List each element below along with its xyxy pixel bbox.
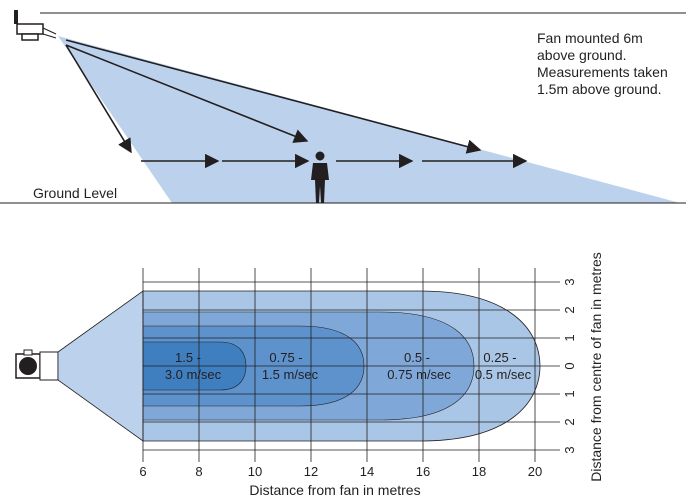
zone-4-label-line-1: 0.25 - [483, 350, 516, 365]
zone-1-label-line-2: 3.0 m/sec [165, 367, 222, 382]
mounted-fan-icon [14, 10, 57, 41]
y-tick: 1 [562, 390, 577, 397]
arrow-steep [65, 44, 132, 154]
note-line-1: Fan mounted 6m [537, 30, 643, 46]
x-tick: 20 [528, 464, 542, 479]
zone-1-label-line-1: 1.5 - [175, 350, 201, 365]
plan-grid [142, 268, 560, 462]
x-tick: 16 [416, 464, 430, 479]
y-tick: 1 [562, 334, 577, 341]
mounting-note: Fan mounted 6m above ground. Measurement… [537, 30, 672, 97]
arrow-shallow [65, 39, 482, 154]
fan-top-view-icon [15, 349, 59, 381]
zone-2-label-line-2: 1.5 m/sec [262, 367, 319, 382]
zone-2-label-line-1: 0.75 - [269, 350, 302, 365]
note-line-4: 1.5m above ground. [537, 81, 662, 97]
plan-view: 1.5 - 3.0 m/sec 0.75 - 1.5 m/sec 0.5 - 0… [15, 252, 604, 498]
y-tick: 3 [562, 278, 577, 285]
y-axis-label: Distance from centre of fan in metres [588, 252, 604, 482]
zone-3-label-line-1: 0.5 - [404, 350, 430, 365]
person-icon [311, 151, 329, 203]
x-tick: 12 [304, 464, 318, 479]
side-view: Fan mounted 6m above ground. Measurement… [0, 10, 686, 204]
y-tick: 2 [562, 418, 577, 425]
note-line-3: Measurements taken [537, 64, 668, 80]
plan-beam [57, 290, 144, 442]
x-tick: 8 [195, 464, 202, 479]
zone-4-label-line-2: 0.5 m/sec [475, 367, 532, 382]
arrow-mid [65, 44, 309, 143]
x-tick: 6 [139, 464, 146, 479]
y-tick: 0 [562, 362, 577, 369]
zone-3-label-line-2: 0.75 m/sec [387, 367, 451, 382]
x-axis-label: Distance from fan in metres [249, 482, 420, 498]
y-tick: 2 [562, 306, 577, 313]
airflow-arrows [65, 39, 528, 169]
y-tick-labels: 3 2 1 0 1 2 3 [562, 278, 577, 453]
y-tick: 3 [562, 446, 577, 453]
x-tick: 14 [360, 464, 374, 479]
note-line-2: above ground. [537, 47, 627, 63]
x-tick-labels: 6 8 10 12 14 16 18 20 [139, 464, 542, 479]
x-tick: 18 [472, 464, 486, 479]
zone-labels: 1.5 - 3.0 m/sec 0.75 - 1.5 m/sec 0.5 - 0… [165, 350, 532, 382]
x-tick: 10 [248, 464, 262, 479]
ground-level-label: Ground Level [33, 185, 117, 201]
